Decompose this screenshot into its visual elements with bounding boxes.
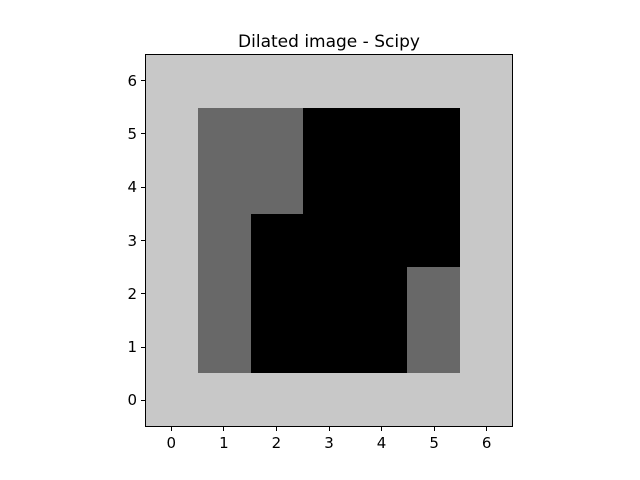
heatmap-cell: [407, 320, 460, 373]
heatmap-cell: [459, 320, 512, 373]
heatmap-cell: [146, 373, 199, 426]
heatmap-cell: [407, 267, 460, 320]
x-axis-tick-mark: [275, 427, 277, 431]
heatmap-cell: [250, 267, 303, 320]
heatmap-cell: [146, 214, 199, 267]
x-axis-tick-mark: [381, 427, 383, 431]
heatmap-cell: [198, 108, 251, 161]
heatmap-cell: [407, 373, 460, 426]
heatmap-cell: [302, 267, 356, 320]
x-axis-tick-label: 5: [429, 434, 439, 452]
x-axis-tick-label: 1: [219, 434, 229, 452]
y-axis-tick-label: 2: [127, 284, 137, 303]
x-axis-tick-mark: [486, 427, 488, 431]
heatmap-cell: [407, 108, 460, 161]
heatmap-cell: [302, 55, 356, 108]
y-axis-tick-label: 5: [127, 124, 137, 143]
y-axis-tick-mark: [141, 293, 145, 295]
heatmap-cell: [355, 267, 408, 320]
heatmap-cell: [146, 320, 199, 373]
x-axis-tick-label: 2: [271, 434, 282, 452]
heatmap-cell: [355, 161, 408, 214]
y-axis-tick-mark: [141, 346, 145, 348]
heatmap-image: [146, 55, 512, 426]
x-axis: 0 1 2 3 4 5 6: [145, 427, 513, 455]
heatmap-cell: [302, 320, 356, 373]
heatmap-cell: [146, 55, 199, 108]
heatmap-cell: [250, 373, 303, 426]
y-axis-tick-mark: [141, 186, 145, 188]
heatmap-cell: [355, 108, 408, 161]
heatmap-cell: [302, 214, 356, 267]
heatmap-cell: [459, 55, 512, 108]
heatmap-cell: [302, 373, 356, 426]
heatmap-cell: [250, 55, 303, 108]
x-axis-tick-label: 3: [324, 434, 334, 452]
heatmap-cell: [302, 161, 356, 214]
heatmap-cell: [250, 214, 303, 267]
y-axis-tick-label: 6: [127, 71, 137, 90]
heatmap-cell: [198, 373, 251, 426]
heatmap-cell: [250, 108, 303, 161]
x-axis-tick-label: 6: [481, 434, 492, 452]
y-axis-tick-label: 1: [127, 338, 137, 357]
heatmap-cell: [250, 320, 303, 373]
heatmap-cell: [146, 267, 199, 320]
y-axis-tick-mark: [141, 240, 145, 241]
y-axis-tick-mark: [141, 133, 145, 135]
x-axis-tick-mark: [433, 427, 435, 431]
x-axis-tick-mark: [223, 427, 225, 431]
heatmap-cell: [459, 161, 512, 214]
heatmap-cell: [407, 55, 460, 108]
axes-frame: [145, 54, 513, 427]
heatmap-cell: [355, 373, 408, 426]
heatmap-cell: [250, 161, 303, 214]
heatmap-cell: [459, 214, 512, 267]
heatmap-cell: [302, 108, 356, 161]
y-axis-tick-label: 4: [127, 178, 137, 197]
heatmap-cell: [198, 320, 251, 373]
x-axis-tick-mark: [328, 427, 330, 431]
y-axis-tick-label: 3: [127, 231, 137, 250]
heatmap-cell: [198, 55, 251, 108]
heatmap-cell: [146, 108, 199, 161]
heatmap-cell: [198, 214, 251, 267]
x-axis-tick-label: 4: [376, 434, 387, 452]
x-axis-tick-label: 0: [166, 434, 177, 452]
heatmap-cell: [459, 373, 512, 426]
y-axis-tick-mark: [141, 80, 145, 82]
heatmap-cell: [407, 161, 460, 214]
heatmap-cell: [198, 267, 251, 320]
heatmap-cell: [355, 55, 408, 108]
heatmap-cell: [459, 267, 512, 320]
y-axis-tick-mark: [141, 399, 145, 401]
plot-title: Dilated image - Scipy: [238, 32, 420, 52]
y-axis-tick-label: 0: [127, 391, 137, 410]
heatmap-cell: [407, 214, 460, 267]
x-axis-tick-mark: [170, 427, 172, 431]
heatmap-cell: [146, 161, 199, 214]
heatmap-cell: [355, 214, 408, 267]
heatmap-cell: [198, 161, 251, 214]
heatmap-cell: [355, 320, 408, 373]
heatmap-cell: [459, 108, 512, 161]
y-axis: 0 1 2 3 4 5 6: [97, 54, 145, 427]
